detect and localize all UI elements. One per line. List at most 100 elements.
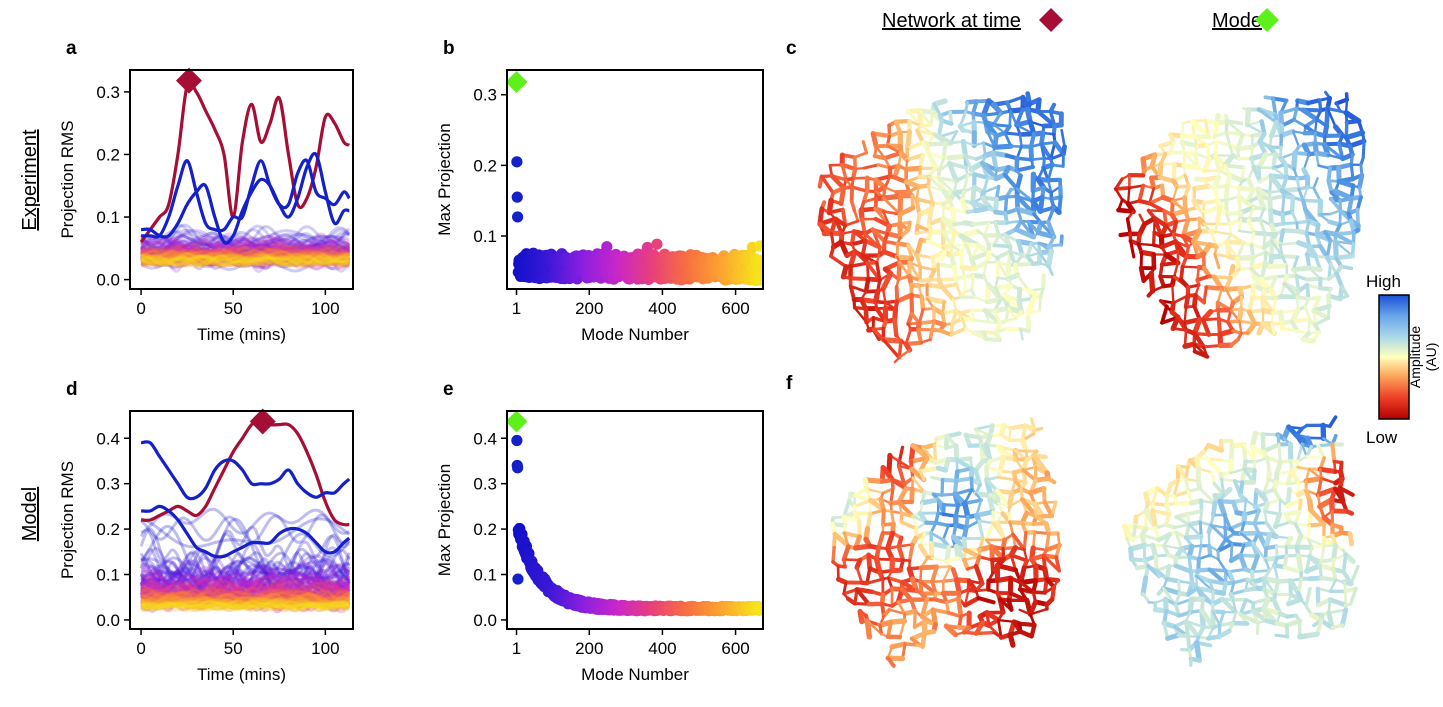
- background-mode-line: [140, 233, 350, 260]
- network-vein: [1271, 96, 1289, 103]
- network-vein: [915, 185, 921, 201]
- network-vein: [893, 119, 912, 124]
- network-vein: [1296, 577, 1303, 595]
- background-mode-line: [140, 244, 351, 271]
- background-mode-line: [140, 595, 350, 606]
- network-vein: [1040, 273, 1046, 291]
- background-mode-line: [139, 569, 351, 601]
- background-mode-line: [140, 251, 351, 268]
- network-vein: [1322, 142, 1345, 161]
- background-mode-line: [139, 560, 350, 603]
- background-mode-line: [140, 242, 350, 266]
- network-vein: [1038, 262, 1050, 268]
- network-vein: [1344, 508, 1355, 516]
- network-vein: [1210, 470, 1216, 485]
- background-mode-line: [140, 582, 350, 601]
- background-mode-line: [140, 252, 350, 268]
- network-vein: [1013, 310, 1024, 321]
- network-vein: [897, 339, 903, 360]
- network-vein: [993, 283, 1015, 291]
- background-mode-line: [140, 579, 351, 603]
- network-vein: [1046, 205, 1056, 224]
- plot-frame: [129, 410, 354, 630]
- network-vein: [942, 503, 960, 508]
- network-vein: [982, 185, 1000, 194]
- background-mode-line: [139, 223, 351, 259]
- network-vein: [1191, 183, 1212, 191]
- background-mode-line: [140, 597, 350, 609]
- background-mode-line: [141, 252, 351, 266]
- network-vein: [982, 308, 1003, 326]
- x-axis-label: Mode Number: [581, 665, 689, 684]
- background-mode-line: [140, 245, 350, 266]
- network-vein: [1183, 293, 1191, 310]
- background-mode-line: [140, 596, 350, 613]
- mode-point: [754, 264, 763, 276]
- background-mode-line: [139, 241, 351, 260]
- network-vein: [1274, 633, 1290, 639]
- network-vein: [840, 264, 849, 280]
- background-mode-line: [140, 598, 350, 611]
- background-mode-line: [140, 248, 350, 262]
- network-vein: [873, 216, 892, 229]
- network-vein: [1331, 543, 1338, 563]
- network-vein: [958, 249, 965, 270]
- background-mode-line: [140, 596, 350, 609]
- background-mode-line: [140, 253, 351, 267]
- background-mode-line: [139, 590, 350, 612]
- network-vein: [1305, 98, 1322, 106]
- network-vein: [1267, 263, 1290, 269]
- background-mode-line: [139, 244, 351, 271]
- background-mode-line: [140, 574, 351, 599]
- background-mode-line: [141, 246, 350, 262]
- background-mode-line: [140, 246, 350, 264]
- background-mode-line: [140, 573, 351, 595]
- network-vein: [1278, 294, 1300, 300]
- network-model-mode: [1121, 415, 1360, 668]
- background-mode-line: [139, 228, 351, 255]
- network-vein: [1249, 554, 1260, 575]
- network-vein: [840, 163, 848, 182]
- network-vein: [1271, 151, 1278, 171]
- network-vein: [1213, 230, 1232, 236]
- network-vein: [939, 284, 955, 302]
- background-mode-line: [140, 246, 350, 262]
- background-mode-line: [140, 243, 350, 262]
- background-mode-line: [139, 564, 350, 600]
- background-mode-line: [139, 241, 351, 271]
- panel-label: a: [66, 38, 77, 59]
- background-mode-line: [140, 598, 350, 608]
- background-mode-line: [139, 571, 350, 606]
- background-mode-line: [141, 593, 351, 613]
- network-vein: [974, 630, 996, 636]
- background-mode-line: [140, 253, 351, 268]
- series-line-blue: [141, 151, 350, 245]
- network-vein: [1007, 307, 1017, 320]
- background-mode-line: [140, 239, 350, 255]
- background-mode-line: [140, 254, 350, 267]
- x-tick-label: 600: [721, 299, 749, 318]
- background-mode-line: [140, 238, 350, 252]
- network-vein: [1333, 253, 1355, 261]
- network-vein: [1185, 509, 1204, 516]
- network-vein: [972, 172, 990, 180]
- background-mode-line: [140, 232, 350, 249]
- background-mode-line: [140, 586, 351, 614]
- network-vein: [916, 183, 931, 189]
- network-vein: [926, 184, 935, 205]
- network-vein: [1059, 234, 1064, 247]
- network-vein: [986, 618, 1001, 628]
- network-vein: [893, 356, 901, 364]
- background-mode-line: [140, 240, 351, 271]
- background-mode-line: [140, 238, 350, 265]
- network-vein: [933, 521, 951, 528]
- network-vein: [955, 283, 963, 299]
- background-mode-line: [139, 232, 351, 260]
- network-vein: [926, 206, 934, 227]
- network-vein: [927, 184, 946, 193]
- network-vein: [977, 519, 985, 540]
- network-vein: [863, 238, 882, 250]
- network-vein: [880, 270, 894, 292]
- network-vein: [1004, 317, 1017, 323]
- background-mode-line: [140, 591, 350, 609]
